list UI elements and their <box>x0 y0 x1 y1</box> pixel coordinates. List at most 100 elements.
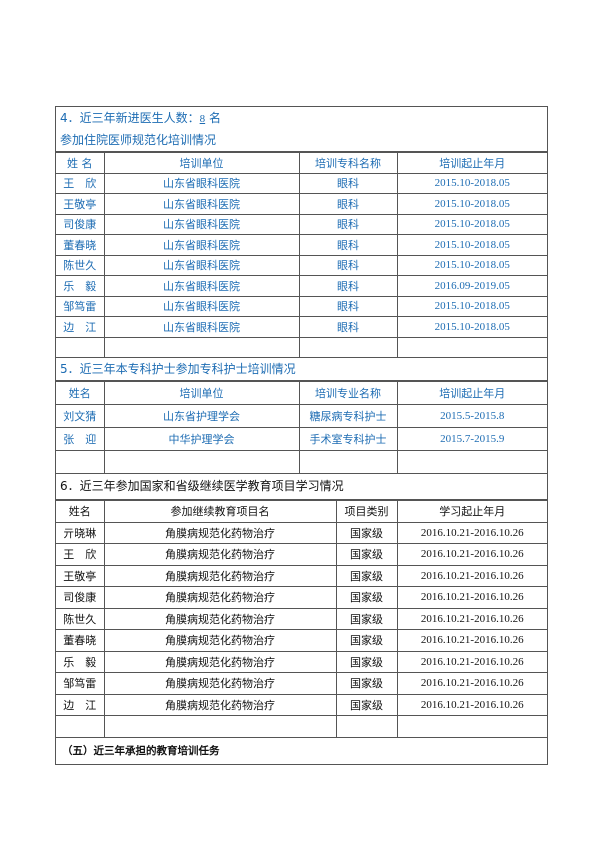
table-cell: 国家级 <box>335 650 398 673</box>
table-row: 亓晓琳 角膜病规范化药物治疗 国家级 2016.10.21-2016.10.26 <box>56 521 547 544</box>
table-cell: 司俊康 <box>56 586 105 609</box>
table-cell <box>396 715 547 738</box>
table-cell: 角膜病规范化药物治疗 <box>103 586 337 609</box>
section-6-title: 6．近三年参加国家和省级继续医学教育项目学习情况 <box>56 474 547 500</box>
table-cell: 眼科 <box>298 172 398 194</box>
table-row: 邹笃雷 角膜病规范化药物治疗 国家级 2016.10.21-2016.10.26 <box>56 672 547 695</box>
table-cell: 眼科 <box>298 295 398 317</box>
table-row: 邹笃雷 山东省眼科医院 眼科 2015.10-2018.05 <box>56 295 547 317</box>
table-cell: 国家级 <box>335 607 398 630</box>
table-cell: 国家级 <box>335 543 398 566</box>
table-row: 董春晓 角膜病规范化药物治疗 国家级 2016.10.21-2016.10.26 <box>56 629 547 652</box>
table-row: 乐 毅山东省眼科医院 眼科 2016.09-2019.05 <box>56 275 547 297</box>
table-cell: 国家级 <box>335 586 398 609</box>
table-cell: 国家级 <box>335 672 398 695</box>
residency-training-table: 姓 名培训单位 培训专科名称 培训起止年月王 欣山东省眼科医院 眼科 2015.10-2… <box>56 152 547 358</box>
table-cell: 2016.10.21-2016.10.26 <box>396 521 547 544</box>
table-cell <box>103 715 337 738</box>
header-row: 姓 名培训单位 培训专科名称 培训起止年月 <box>56 152 547 174</box>
table-cell: 山东省眼科医院 <box>103 295 300 317</box>
table-cell: 王敬亭 <box>56 193 105 215</box>
table-cell: 国家级 <box>335 629 398 652</box>
table-row: 王敬亭 角膜病规范化药物治疗 国家级 2016.10.21-2016.10.26 <box>56 564 547 587</box>
table-cell: 山东省护理学会 <box>103 404 300 428</box>
cme-table: 姓名 参加继续教育项目名 项目类别 学习起止年月 亓晓琳 角膜病规范化药物治疗 国家级 201… <box>56 500 547 738</box>
table-cell: 2015.10-2018.05 <box>396 254 547 276</box>
table-cell: 2015.7-2015.9 <box>396 427 547 451</box>
table-cell <box>103 336 300 358</box>
table-cell: 陈世久 <box>56 607 105 630</box>
table-cell: 2016.10.21-2016.10.26 <box>396 543 547 566</box>
table-row <box>56 715 547 738</box>
table-cell: 乐 毅 <box>56 275 105 297</box>
table-cell: 山东省眼科医院 <box>103 316 300 338</box>
table-cell: 邹笃雷 <box>56 295 105 317</box>
table-cell: 山东省眼科医院 <box>103 275 300 297</box>
table-cell: 2016.10.21-2016.10.26 <box>396 672 547 695</box>
table-cell: 边 江 <box>56 316 105 338</box>
table-cell <box>335 715 398 738</box>
table-cell: 眼科 <box>298 213 398 235</box>
table-cell: 边 江 <box>56 693 105 716</box>
section-4-subtitle: 参加住院医师规范化培训情况 <box>56 129 547 152</box>
column-header: 培训单位 <box>103 381 300 405</box>
table-row: 乐 毅角膜病规范化药物治疗 国家级 2016.10.21-2016.10.26 <box>56 650 547 673</box>
column-header: 培训起止年月 <box>396 152 547 174</box>
table-cell: 乐 毅 <box>56 650 105 673</box>
table-cell: 王敬亭 <box>56 564 105 587</box>
column-header: 姓名 <box>56 500 105 523</box>
table-row: 陈世久 角膜病规范化药物治疗 国家级 2016.10.21-2016.10.26 <box>56 607 547 630</box>
column-header: 姓 名 <box>56 152 105 174</box>
table-row: 王 欣角膜病规范化药物治疗 国家级 2016.10.21-2016.10.26 <box>56 543 547 566</box>
table-cell: 2015.10-2018.05 <box>396 316 547 338</box>
column-header: 培训起止年月 <box>396 381 547 405</box>
table-cell: 2015.10-2018.05 <box>396 193 547 215</box>
table-cell: 2015.10-2018.05 <box>396 172 547 194</box>
table-row: 王敬亭 山东省眼科医院 眼科 2015.10-2018.05 <box>56 193 547 215</box>
table-row <box>56 336 547 358</box>
table-cell: 张 迎 <box>56 427 105 451</box>
section-4-title: 4．近三年新进医生人数：8 名 <box>56 107 547 129</box>
table-cell: 中华护理学会 <box>103 427 300 451</box>
table-cell <box>56 450 105 474</box>
column-header: 项目类别 <box>335 500 398 523</box>
section-5-title: 5．近三年本专科护士参加专科护士培训情况 <box>56 358 547 381</box>
table-cell: 2015.10-2018.05 <box>396 295 547 317</box>
table-cell: 刘文猜 <box>56 404 105 428</box>
column-header: 培训专业名称 <box>298 381 398 405</box>
table-row: 王 欣山东省眼科医院 眼科 2015.10-2018.05 <box>56 172 547 194</box>
table-cell: 山东省眼科医院 <box>103 172 300 194</box>
table-cell: 2015.10-2018.05 <box>396 213 547 235</box>
table-cell: 眼科 <box>298 193 398 215</box>
table-row <box>56 450 547 474</box>
table-row: 司俊康 山东省眼科医院 眼科 2015.10-2018.05 <box>56 213 547 235</box>
table-cell: 角膜病规范化药物治疗 <box>103 672 337 695</box>
column-header: 参加继续教育项目名 <box>103 500 337 523</box>
table-cell: 角膜病规范化药物治疗 <box>103 607 337 630</box>
table-cell: 眼科 <box>298 275 398 297</box>
table-cell: 山东省眼科医院 <box>103 193 300 215</box>
table-cell <box>103 450 300 474</box>
table-cell: 2015.5-2015.8 <box>396 404 547 428</box>
table-cell: 国家级 <box>335 564 398 587</box>
table-cell: 亓晓琳 <box>56 521 105 544</box>
table-cell: 邹笃雷 <box>56 672 105 695</box>
column-header: 学习起止年月 <box>396 500 547 523</box>
table-cell: 2016.10.21-2016.10.26 <box>396 586 547 609</box>
table-cell: 角膜病规范化药物治疗 <box>103 543 337 566</box>
new-doctor-count: 8 <box>199 113 206 125</box>
table-cell: 眼科 <box>298 234 398 256</box>
table-row: 董春晓 山东省眼科医院 眼科 2015.10-2018.05 <box>56 234 547 256</box>
table-cell: 国家级 <box>335 693 398 716</box>
table-cell: 王 欣 <box>56 543 105 566</box>
table-cell: 2016.10.21-2016.10.26 <box>396 650 547 673</box>
table-cell <box>298 336 398 358</box>
table-cell: 2016.10.21-2016.10.26 <box>396 693 547 716</box>
table-row: 边 江角膜病规范化药物治疗 国家级 2016.10.21-2016.10.26 <box>56 693 547 716</box>
table-cell: 眼科 <box>298 316 398 338</box>
column-header: 培训单位 <box>103 152 300 174</box>
table-cell <box>396 336 547 358</box>
table-cell <box>56 715 105 738</box>
table-cell: 国家级 <box>335 521 398 544</box>
